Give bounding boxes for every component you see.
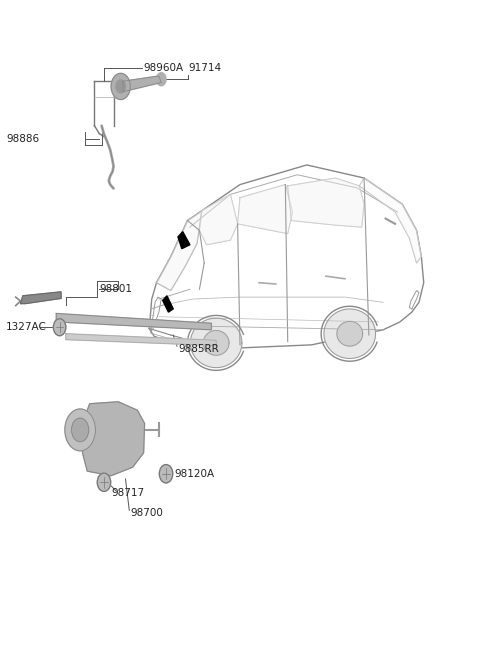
Polygon shape: [163, 296, 173, 312]
Circle shape: [53, 319, 66, 336]
Polygon shape: [66, 334, 216, 346]
Circle shape: [111, 74, 130, 99]
Circle shape: [72, 418, 89, 442]
Text: 98960A: 98960A: [144, 63, 184, 73]
Polygon shape: [83, 402, 144, 476]
Text: 98700: 98700: [130, 508, 163, 518]
Polygon shape: [203, 330, 229, 355]
Text: 98886: 98886: [6, 134, 39, 144]
Text: 98120A: 98120A: [174, 468, 214, 479]
Text: 91714: 91714: [189, 63, 222, 74]
Polygon shape: [191, 318, 242, 368]
Polygon shape: [178, 232, 190, 249]
Text: 1327AC: 1327AC: [6, 322, 47, 332]
Circle shape: [116, 80, 125, 93]
Text: 98801: 98801: [99, 284, 132, 294]
Polygon shape: [360, 178, 421, 263]
Polygon shape: [199, 194, 238, 245]
Polygon shape: [324, 309, 375, 359]
Polygon shape: [238, 185, 292, 234]
Polygon shape: [337, 321, 363, 346]
Polygon shape: [288, 178, 364, 227]
Polygon shape: [123, 76, 161, 92]
Polygon shape: [21, 292, 61, 304]
Circle shape: [97, 473, 111, 491]
Circle shape: [65, 409, 96, 451]
Circle shape: [156, 73, 166, 86]
Polygon shape: [156, 211, 202, 290]
Text: 98717: 98717: [111, 488, 144, 499]
Text: 9885RR: 9885RR: [178, 344, 219, 354]
Circle shape: [159, 464, 173, 483]
Polygon shape: [56, 313, 211, 330]
